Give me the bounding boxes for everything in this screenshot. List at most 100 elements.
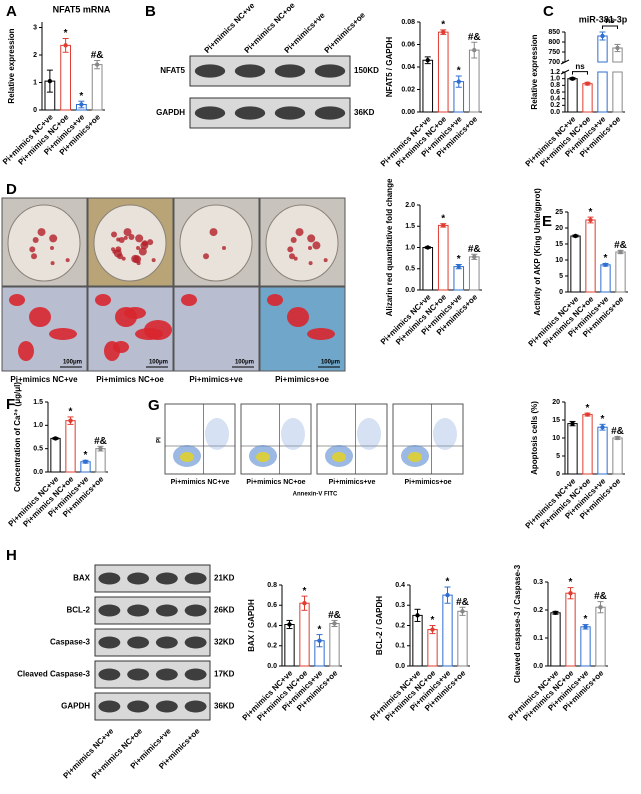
y-tick-label: 0.02 bbox=[401, 86, 415, 93]
stain bbox=[289, 253, 296, 260]
panel-letter: C bbox=[543, 3, 554, 20]
y-axis-label: NFAT5 / GAPDH bbox=[385, 37, 394, 98]
dish bbox=[93, 204, 167, 282]
blot-band bbox=[155, 700, 178, 713]
y-axis-label: Apoptosis cells (%) bbox=[530, 401, 539, 475]
significance: #& bbox=[94, 436, 107, 447]
y-tick-label: 0.0 bbox=[405, 287, 415, 294]
significance: #& bbox=[614, 240, 627, 251]
image-caption: Pi+mimics+oe bbox=[275, 375, 329, 384]
image-caption: Pi+mimics NC+ve bbox=[10, 375, 78, 384]
panel-letter: E bbox=[542, 213, 552, 230]
blot-row-label: NFAT5 bbox=[160, 66, 185, 75]
blot-band bbox=[155, 668, 178, 681]
stain bbox=[203, 253, 210, 260]
panel-letter: D bbox=[6, 181, 17, 198]
y-tick-label: 0.00 bbox=[401, 109, 415, 116]
blot-band bbox=[98, 700, 121, 713]
y-tick-label: 0.2 bbox=[395, 622, 405, 629]
mean-dot bbox=[332, 621, 337, 626]
stain bbox=[50, 261, 55, 266]
significance: * bbox=[601, 414, 605, 425]
stain bbox=[111, 231, 118, 238]
dish bbox=[7, 204, 81, 282]
stain bbox=[65, 258, 70, 263]
y-tick-label: 0.0 bbox=[550, 109, 560, 116]
blot-band bbox=[314, 64, 346, 78]
bar bbox=[597, 71, 608, 113]
significance: #& bbox=[91, 50, 104, 61]
blot-row-label: BAX bbox=[73, 574, 91, 583]
y-tick-label: 0.2 bbox=[550, 102, 560, 109]
blot-row-label: GAPDH bbox=[61, 702, 90, 711]
y-tick-label: 0.04 bbox=[401, 64, 415, 71]
y-tick-label: 0 bbox=[559, 289, 563, 296]
stain bbox=[123, 235, 128, 240]
stain bbox=[123, 228, 132, 237]
blot-size: 36KD bbox=[354, 108, 375, 117]
significance: * bbox=[457, 66, 461, 77]
flow-caption: Pi+mimics+oe bbox=[404, 479, 451, 486]
bar bbox=[582, 414, 593, 475]
blot-band bbox=[184, 572, 207, 585]
mean-dot bbox=[83, 459, 88, 464]
mean-dot bbox=[553, 610, 558, 615]
mean-dot bbox=[472, 254, 477, 260]
stain bbox=[131, 254, 140, 263]
blot-size: 36KD bbox=[214, 702, 235, 711]
stain bbox=[312, 241, 321, 250]
blot-band bbox=[184, 604, 207, 617]
mean-dot bbox=[47, 78, 53, 84]
flow-y-label: PI bbox=[157, 437, 163, 443]
mean-dot bbox=[583, 624, 588, 629]
bar bbox=[585, 219, 596, 293]
y-tick-label: 1.0 bbox=[33, 422, 43, 429]
bar bbox=[570, 235, 581, 293]
image-caption: Pi+mimics NC+oe bbox=[96, 375, 164, 384]
stain bbox=[118, 236, 125, 243]
y-tick-label: 3 bbox=[33, 24, 37, 31]
mean-dot bbox=[68, 418, 73, 423]
bar bbox=[437, 224, 449, 291]
mean-dot bbox=[445, 592, 450, 598]
bar bbox=[612, 437, 623, 475]
bar bbox=[615, 251, 626, 293]
significance: * bbox=[446, 577, 450, 588]
y-tick-label: 0.0 bbox=[33, 469, 43, 476]
nodule bbox=[18, 341, 34, 361]
blot-band bbox=[194, 106, 226, 120]
mean-dot bbox=[588, 217, 593, 223]
bar bbox=[550, 612, 561, 667]
cell-cloud bbox=[433, 418, 457, 450]
mean-dot bbox=[425, 58, 430, 63]
mean-dot bbox=[425, 245, 430, 250]
mean-dot bbox=[456, 79, 461, 84]
scale-bar: 100μm bbox=[63, 360, 82, 366]
mean-dot bbox=[618, 249, 623, 255]
mean-dot bbox=[441, 29, 446, 35]
blot-band bbox=[127, 700, 150, 713]
mean-dot bbox=[456, 264, 461, 269]
significance: * bbox=[586, 403, 590, 414]
mean-dot bbox=[441, 223, 446, 228]
y-tick-label: 5 bbox=[559, 273, 563, 280]
y-tick-label: 0.4 bbox=[550, 96, 560, 103]
nodule bbox=[287, 307, 309, 327]
scale-bar: 100μm bbox=[149, 360, 168, 366]
bar bbox=[95, 448, 106, 473]
blot-band bbox=[98, 572, 121, 585]
scale-bar: 100μm bbox=[235, 360, 254, 366]
blot-column-label: Pi+mimics+oe bbox=[323, 10, 368, 55]
cell-cloud bbox=[281, 418, 305, 450]
mean-dot bbox=[302, 601, 307, 606]
significance: * bbox=[441, 20, 445, 31]
bar bbox=[442, 594, 453, 667]
stain bbox=[113, 249, 122, 258]
stain bbox=[50, 246, 54, 250]
y-tick-label: 1.0 bbox=[405, 244, 415, 251]
significance: * bbox=[64, 28, 68, 39]
y-tick-label: 10 bbox=[552, 435, 560, 442]
nodule bbox=[124, 307, 146, 319]
y-axis-label: Alizarin red quantitative fold change bbox=[385, 178, 394, 316]
mean-dot bbox=[615, 45, 620, 51]
